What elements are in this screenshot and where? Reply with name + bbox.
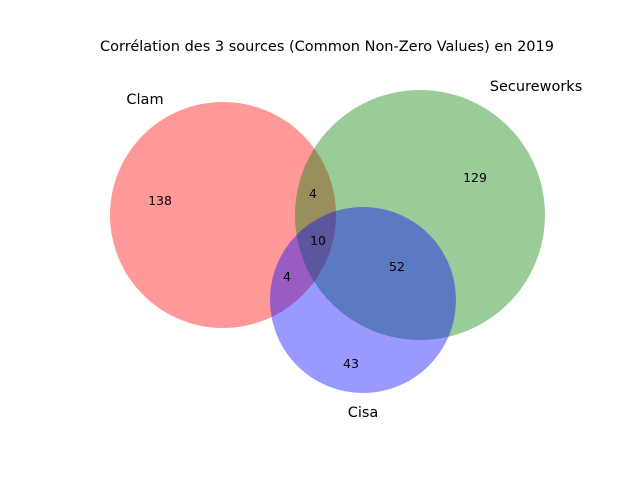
region-label-secureworks-cisa: 52 — [389, 259, 405, 274]
region-label-clam-cisa: 4 — [283, 269, 291, 284]
region-label-all-three: 10 — [310, 233, 326, 248]
region-label-clam-secureworks: 4 — [309, 186, 317, 201]
chart-title: Corrélation des 3 sources (Common Non-Ze… — [100, 39, 554, 55]
set-label-secureworks: Secureworks — [490, 79, 583, 95]
venn-circle-clam — [110, 102, 336, 328]
region-labels: 138 129 43 4 4 52 10 — [148, 170, 487, 371]
venn-circle-cisa — [270, 207, 456, 393]
region-label-secureworks-only: 129 — [463, 170, 487, 185]
set-labels: Clam Secureworks Cisa — [126, 79, 582, 421]
venn-circles — [110, 90, 545, 393]
venn-circle-secureworks — [295, 90, 545, 340]
region-label-cisa-only: 43 — [343, 356, 359, 371]
set-label-cisa: Cisa — [348, 405, 379, 421]
set-label-clam: Clam — [126, 92, 163, 108]
region-label-clam-only: 138 — [148, 193, 172, 208]
